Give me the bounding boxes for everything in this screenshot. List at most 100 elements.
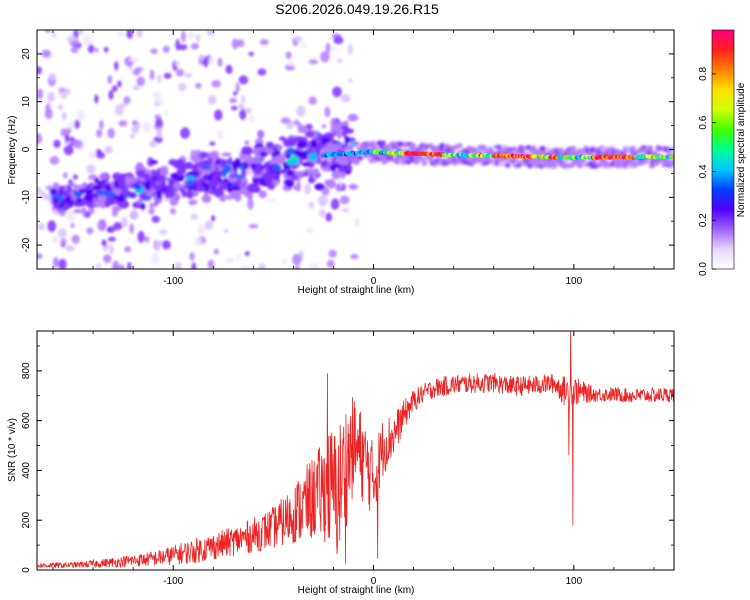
heatmap-blob (120, 180, 127, 189)
heatmap-speckle (339, 195, 350, 205)
heatmap-speckle (328, 249, 337, 258)
heatmap-speckle (194, 237, 202, 247)
heatmap-speckle (128, 57, 139, 63)
heatmap-speckle (150, 252, 160, 265)
heatmap-speckle (37, 88, 44, 100)
heatmap-speckle (213, 109, 223, 121)
heatmap-speckle (144, 236, 150, 243)
heatmap-halo (669, 159, 674, 165)
heatmap-blob (124, 175, 131, 183)
heatmap-speckle (52, 32, 57, 38)
heatmap-blob (159, 168, 169, 177)
heatmap-blob (309, 139, 318, 149)
heatmap-speckle (95, 263, 102, 269)
heatmap-blob (111, 205, 122, 213)
heatmap-speckle (292, 253, 302, 266)
heatmap-speckle (95, 152, 106, 159)
heatmap-speckle (235, 82, 240, 94)
heatmap-speckle (317, 194, 328, 207)
heatmap-speckle (114, 104, 124, 116)
heatmap-halo (629, 145, 636, 151)
heatmap-speckle (248, 224, 259, 229)
heatmap-speckle (63, 145, 74, 156)
heatmap-speckle (57, 228, 67, 239)
heatmap-blob (84, 191, 95, 202)
heatmap-blob (293, 136, 305, 143)
heatmap-speckle (124, 246, 132, 253)
heatmap-speckle (308, 96, 317, 105)
heatmap-blob (75, 192, 82, 198)
heatmap-speckle (74, 119, 80, 130)
heatmap-halo (371, 144, 378, 150)
heatmap-speckle (240, 264, 250, 269)
heatmap-speckle (304, 183, 311, 195)
heatmap-speckle (43, 193, 53, 201)
heatmap-speckle (197, 223, 206, 236)
heatmap-blob (207, 157, 213, 166)
heatmap-blob (49, 188, 57, 195)
heatmap-blob (94, 177, 100, 184)
heatmap-blob (335, 183, 342, 192)
heatmap-speckle (191, 262, 197, 269)
heatmap-blob (282, 138, 294, 148)
heatmap-speckle (330, 46, 338, 52)
heatmap-speckle (65, 245, 75, 252)
y-tick-label: -20 (21, 237, 32, 252)
heatmap-speckle (293, 119, 300, 126)
heatmap-speckle (177, 44, 188, 51)
heatmap-blob (276, 144, 281, 151)
heatmap-speckle (347, 44, 353, 56)
heatmap-blob (272, 156, 283, 163)
heatmap-blob (67, 182, 77, 187)
heatmap-blob (293, 151, 300, 156)
heatmap-speckle (330, 198, 340, 210)
heatmap-speckle (48, 72, 56, 82)
heatmap-speckle (108, 90, 114, 100)
heatmap-blob (305, 130, 314, 138)
heatmap-blob (173, 181, 181, 189)
heatmap-halo (568, 162, 575, 168)
heatmap-blob (240, 177, 248, 186)
colorbar-tick-label: 0.6 (698, 115, 709, 129)
heatmap-speckle (87, 151, 98, 159)
snr-ticks: -100 0 100 0 200 400 600 800 (21, 331, 674, 587)
heatmap-blob (160, 175, 166, 184)
heatmap-speckle (305, 123, 313, 131)
heatmap-speckle (52, 256, 59, 268)
heatmap-speckle (132, 69, 141, 76)
heatmap-blob (112, 172, 122, 181)
heatmap-blob (259, 151, 268, 158)
heatmap-blob (58, 209, 66, 216)
heatmap-speckle (285, 51, 292, 60)
heatmap-speckle (336, 58, 343, 63)
heatmap-speckle (213, 248, 220, 255)
heatmap-speckle (280, 117, 291, 124)
heatmap-speckle (44, 108, 53, 120)
heatmap-speckle (86, 164, 96, 174)
heatmap-speckle (71, 139, 82, 148)
heatmap-speckle (137, 230, 145, 243)
heatmap-blob (309, 168, 318, 175)
heatmap-speckle (238, 75, 249, 85)
colorbar-ticks: 0.0 0.2 0.4 0.6 0.8 (698, 67, 716, 276)
heatmap-halo (370, 140, 377, 146)
heatmap-speckle (257, 68, 267, 76)
heatmap-speckle (232, 91, 237, 96)
heatmap-speckle (333, 36, 344, 45)
heatmap-blob (229, 192, 238, 198)
heatmap-speckle (258, 130, 264, 139)
heatmap-halo (647, 145, 654, 151)
heatmap-halo (368, 158, 375, 164)
heatmap-blob (321, 124, 327, 129)
heatmap-blob (201, 194, 212, 203)
heatmap-blob (164, 189, 175, 199)
y-tick-label: 800 (21, 362, 32, 379)
y-tick-label: 20 (21, 48, 32, 60)
heatmap-speckle (37, 253, 43, 260)
heatmap-blob (297, 123, 303, 134)
heatmap-speckle (103, 254, 112, 263)
heatmap-speckle (235, 39, 245, 48)
heatmap-blob (180, 164, 186, 173)
heatmap-blob (96, 190, 106, 196)
heatmap-blob (255, 143, 264, 148)
